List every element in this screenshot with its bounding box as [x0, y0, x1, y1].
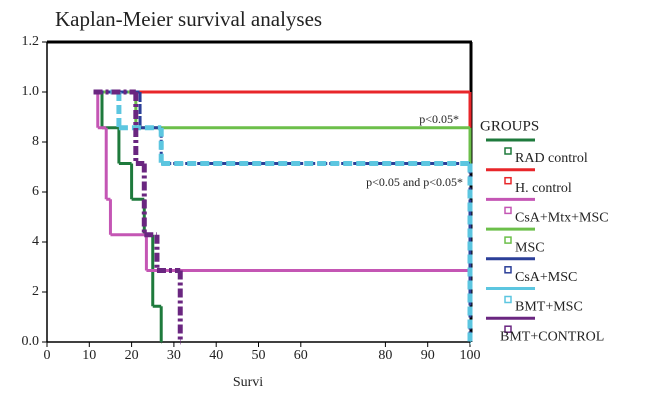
y-tick-label: 0.0 [22, 334, 40, 349]
y-tick-label: 6 [32, 184, 39, 199]
legend-marker [504, 295, 512, 304]
y-tick-label: 4 [32, 234, 39, 249]
legend-label: BMT+CONTROL [500, 329, 604, 344]
legend-marker [504, 266, 512, 274]
y-tick-label: 1.0 [22, 84, 40, 99]
legend-label: CsA+Mtx+MSC [515, 211, 609, 226]
chart-title: Kaplan-Meier survival analyses [55, 7, 322, 31]
legend-marker [504, 236, 512, 244]
x-tick-label: 0 [44, 348, 51, 363]
x-tick-label: 20 [125, 348, 139, 363]
legend-label: MSC [515, 240, 545, 255]
y-tick-label: 1.2 [22, 34, 40, 49]
legend-marker [504, 176, 512, 185]
x-tick-label: 80 [378, 348, 392, 363]
x-tick-label: 60 [294, 348, 308, 363]
x-tick-label: 100 [460, 348, 481, 363]
legend-title: GROUPS [480, 118, 539, 134]
x-tick-label: 90 [421, 348, 435, 363]
legend-marker [504, 325, 512, 333]
legend-label: BMT+MSC [515, 300, 583, 315]
annotation: p<0.05* [419, 112, 459, 126]
legend-label: CsA+MSC [515, 270, 577, 285]
x-axis-label: Survi [233, 375, 263, 390]
y-tick-label: 8 [32, 134, 39, 149]
legend-marker [504, 206, 512, 215]
legend-label: RAD control [515, 151, 588, 166]
x-tick-label: 30 [167, 348, 181, 363]
annotation: p<0.05 and p<0.05* [366, 175, 463, 189]
legend-marker [504, 147, 512, 155]
y-tick-label: 2 [32, 284, 39, 299]
x-tick-label: 50 [252, 348, 266, 363]
legend-label: H. control [515, 181, 572, 196]
x-tick-label: 40 [209, 348, 223, 363]
x-tick-label: 10 [82, 348, 96, 363]
